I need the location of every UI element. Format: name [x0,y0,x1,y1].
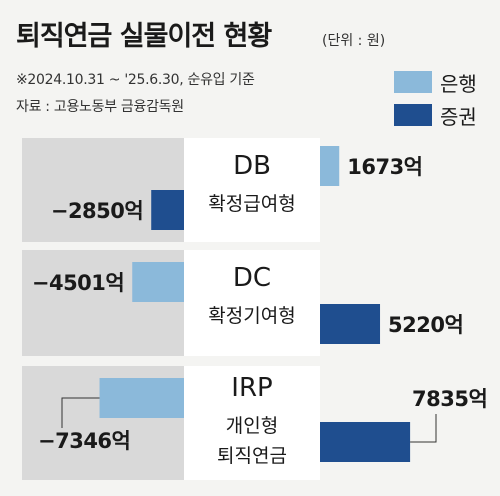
value-label-bank: −7346억 [38,429,130,453]
bar-securities [320,304,381,344]
value-label-bank: −4501억 [32,271,124,295]
category-code: IRP [231,373,272,403]
category-panel [184,138,320,242]
value-label-securities: 7835억 [412,387,487,411]
bar-bank [132,262,184,302]
source-note: 자료 : 고용노동부 금융감독원 [16,99,184,115]
chart-title: 퇴직연금 실물이전 현황 [16,21,272,52]
category-code: DB [233,151,271,181]
leader-line-securities [410,414,437,443]
category-name: 확정기여형 [208,305,295,327]
legend-swatch-bank [394,71,432,93]
category-name: 퇴직연금 [217,445,287,467]
leader-line-bank [61,397,100,428]
legend-securities: 증권 [394,103,477,129]
legend-swatch-securities [394,104,432,126]
bar-securities [320,422,411,462]
period-note: ※2024.10.31 ~ '25.6.30, 순유입 기준 [16,72,255,88]
bar-securities [151,190,184,230]
value-label-bank: 1673억 [347,155,422,179]
value-label-securities: −2850억 [51,199,143,223]
category-code: DC [233,263,271,293]
category-panel [184,366,320,480]
value-label-securities: 5220억 [388,313,463,337]
category-name: 개인형 [226,415,278,437]
legend-bank: 은행 [394,70,477,96]
unit-label: (단위 : 원) [322,33,386,49]
category-name: 확정급여형 [208,193,295,215]
legend-label-securities: 증권 [440,104,477,129]
category-panel [184,250,320,356]
bar-bank [99,378,184,418]
bar-bank [320,146,340,186]
legend-label-bank: 은행 [440,71,477,96]
